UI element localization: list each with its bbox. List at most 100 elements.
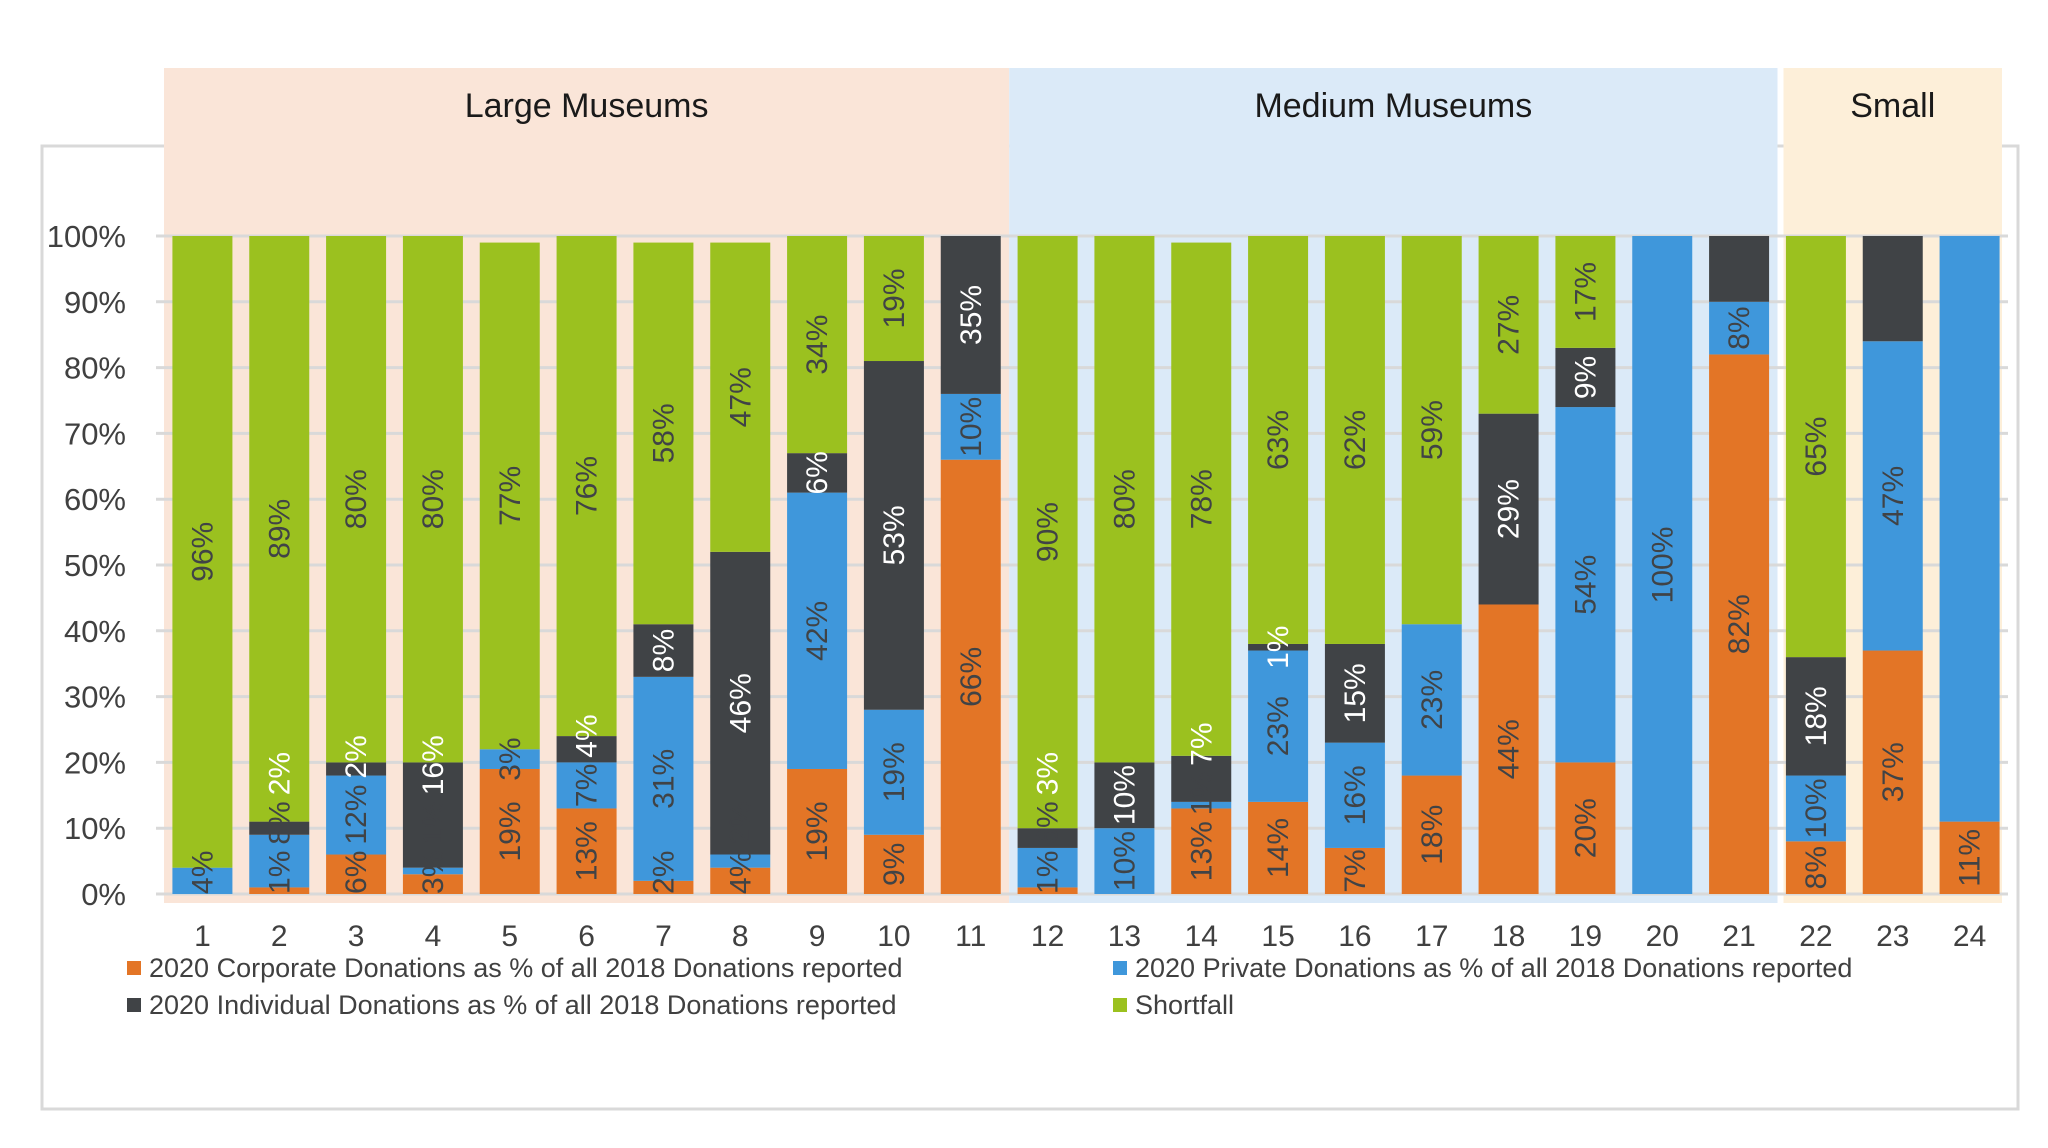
bar-segment — [1248, 236, 1309, 644]
bar-segment — [1017, 828, 1078, 848]
bar-segment — [1939, 821, 2000, 894]
x-tick-label: 4 — [425, 920, 442, 953]
bar-segment — [787, 492, 848, 769]
x-tick-label: 23 — [1876, 920, 1909, 953]
bar-segment — [787, 453, 848, 493]
x-tick-label: 14 — [1185, 920, 1218, 953]
bar-segment — [940, 459, 1001, 894]
x-tick-label: 16 — [1338, 920, 1371, 953]
data-label: 7% — [1339, 849, 1372, 892]
bar-segment — [1171, 242, 1232, 756]
bar-segment — [710, 867, 771, 894]
data-label: 80% — [340, 469, 373, 529]
data-label: 89% — [263, 499, 296, 559]
bar-segment — [402, 867, 463, 875]
bar-segment — [1862, 341, 1923, 651]
data-labels: 4% 96% 1% 8% 2% 89% 6% 12% 2% 80% 3% 1% 16% 80% 19% 3% 7… — [186, 262, 1986, 894]
bar-segment — [940, 393, 1001, 460]
y-tick-label: 60% — [64, 482, 126, 517]
data-label: 46% — [724, 673, 757, 733]
bar-segment — [1324, 236, 1385, 644]
bar-segment — [249, 821, 310, 835]
bar-segment — [1785, 841, 1846, 894]
data-label: 4% — [724, 851, 757, 894]
data-label: 80% — [1108, 469, 1141, 529]
data-label: 31% — [647, 749, 680, 809]
data-label: 7% — [571, 764, 604, 807]
x-tick-label: 15 — [1261, 920, 1294, 953]
y-tick-label: 50% — [64, 548, 126, 583]
data-label: 1% — [417, 801, 450, 844]
data-label: 2% — [263, 752, 296, 795]
data-label: 66% — [955, 647, 988, 707]
bar-segment — [787, 236, 848, 454]
legend-label: 2020 Private Donations as % of all 2018 … — [1135, 953, 1852, 983]
data-label: 2% — [647, 851, 680, 894]
data-label: 7% — [1185, 722, 1218, 765]
x-tick-label: 17 — [1415, 920, 1448, 953]
bar-segment — [863, 709, 924, 835]
bar-segment — [556, 236, 617, 737]
bar-segment — [863, 236, 924, 362]
bar-segment — [1094, 762, 1155, 829]
data-label: 37% — [1877, 742, 1910, 802]
x-tick-label: 9 — [809, 920, 826, 953]
data-label: 19% — [878, 268, 911, 328]
bar-segment — [326, 775, 387, 855]
y-tick-label: 30% — [64, 680, 126, 715]
bar-segment — [326, 854, 387, 894]
bar-segment — [556, 808, 617, 894]
data-label: 62% — [1339, 410, 1372, 470]
bar-segment — [1478, 236, 1539, 414]
bar-segment — [479, 749, 540, 769]
x-tick-label: 6 — [578, 920, 595, 953]
data-label: 100% — [1646, 527, 1679, 604]
x-tick-label: 10 — [877, 920, 910, 953]
data-label: 23% — [1262, 696, 1295, 756]
data-label: 59% — [1416, 400, 1449, 460]
bar-segment — [940, 236, 1001, 394]
bar-segment — [1248, 801, 1309, 894]
data-label: 10% — [955, 397, 988, 457]
y-tick-label: 40% — [64, 614, 126, 649]
data-label: 53% — [878, 505, 911, 565]
x-tick-label: 13 — [1108, 920, 1141, 953]
bar-segment — [1248, 643, 1309, 651]
data-label: 27% — [1493, 295, 1526, 355]
data-label: 15% — [1339, 663, 1372, 723]
data-label: 4% — [186, 851, 219, 894]
data-label: 9% — [1569, 356, 1602, 399]
data-label: 9% — [878, 843, 911, 886]
x-axis: 1 2 3 4 5 6 7 8 9 10 11 12 13 14 15 16 17 18 19 20 21 22 23 24 — [194, 920, 1986, 953]
bars — [172, 236, 2000, 894]
bar-segment — [172, 236, 233, 868]
data-label: 16% — [1339, 765, 1372, 825]
bar-segment — [1555, 407, 1616, 763]
x-tick-label: 7 — [655, 920, 672, 953]
bar-segment — [1094, 236, 1155, 763]
bar-segment — [402, 762, 463, 868]
bar-segment — [1094, 828, 1155, 894]
bar-segment — [1401, 775, 1462, 894]
data-label: 90% — [1032, 502, 1065, 562]
data-label: 47% — [1877, 466, 1910, 526]
data-label: 6% — [801, 451, 834, 494]
data-label: 18% — [1416, 805, 1449, 865]
x-tick-label: 22 — [1799, 920, 1832, 953]
data-label: 1% — [1262, 626, 1295, 669]
legend-swatch — [127, 998, 141, 1012]
legend-swatch — [127, 961, 141, 975]
bar-segment — [1401, 624, 1462, 776]
bar-segment — [249, 834, 310, 888]
bar-segment — [1862, 236, 1923, 342]
data-label: 76% — [571, 456, 604, 516]
data-label: 1% — [1032, 851, 1065, 894]
y-axis: 0% 10% 20% 30% 40% 50% 60% 70% 80% 90% 100% — [47, 219, 126, 912]
x-tick-label: 12 — [1031, 920, 1064, 953]
data-label: 2% — [340, 735, 373, 778]
bar-segment — [633, 242, 694, 625]
data-label: 8% — [1723, 306, 1756, 349]
bar-segment — [1632, 236, 1693, 894]
data-label: 82% — [1723, 594, 1756, 654]
